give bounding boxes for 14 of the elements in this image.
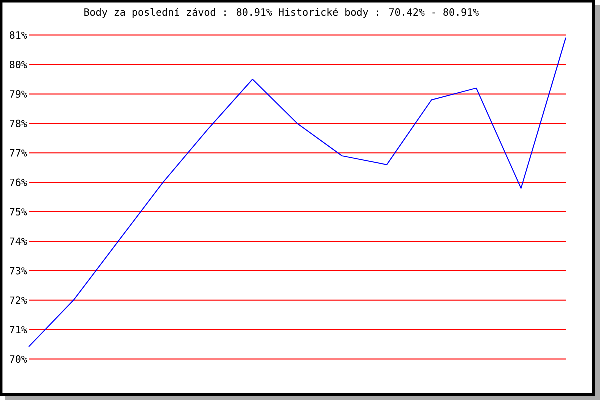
y-tick-label: 81%	[10, 32, 28, 40]
y-tick-label: 72%	[10, 296, 28, 304]
y-tick-label: 76%	[10, 178, 28, 186]
chart-title: Body za poslední závod : 80.91% Historické body : 70.42% - 80.91%	[84, 8, 479, 18]
y-tick-label: 79%	[10, 90, 28, 98]
y-tick-label: 71%	[10, 326, 28, 334]
line-series	[28, 37, 567, 348]
y-tick-label: 70%	[10, 356, 28, 364]
y-tick-label: 78%	[10, 120, 28, 128]
y-tick-label: 75%	[10, 208, 28, 216]
y-tick-label: 74%	[10, 238, 28, 246]
y-tick-label: 80%	[10, 60, 28, 69]
y-tick-label: 77%	[10, 149, 28, 157]
y-tick-label: 73%	[10, 267, 28, 275]
